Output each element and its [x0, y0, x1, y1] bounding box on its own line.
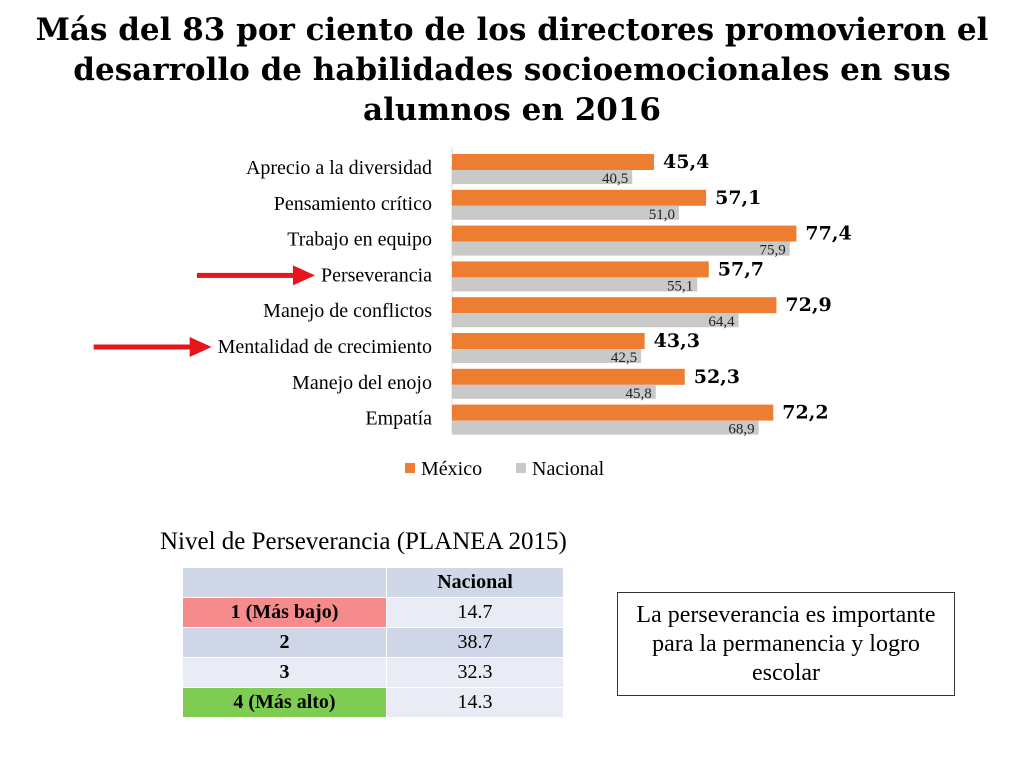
- data-label-mexico: 72,2: [782, 402, 828, 424]
- data-label-mexico: 72,9: [785, 294, 831, 316]
- category-label: Manejo del enojo: [292, 372, 432, 394]
- table-header-row: Nacional: [182, 567, 564, 598]
- data-label-mexico: 43,3: [654, 330, 700, 352]
- data-label-mexico: 52,3: [694, 366, 740, 388]
- category-label: Perseverancia: [321, 264, 432, 286]
- level-cell: 3: [182, 657, 387, 688]
- data-label-nacional: 40,5: [602, 171, 628, 187]
- data-label-nacional: 55,1: [667, 278, 693, 294]
- level-cell: 2: [182, 627, 387, 658]
- arrow-icon: [189, 337, 212, 357]
- data-label-nacional: 64,4: [708, 314, 735, 330]
- data-label-mexico: 45,4: [663, 151, 709, 173]
- data-label-mexico: 57,1: [715, 187, 761, 209]
- bar-mexico: [452, 154, 655, 170]
- data-label-mexico: 77,4: [805, 223, 851, 245]
- category-label: Empatía: [365, 408, 432, 430]
- perseverance-table: Nacional 1 (Más bajo) 14.7 2 38.7 3 32.3…: [182, 567, 564, 718]
- data-label-mexico: 57,7: [718, 258, 764, 280]
- bar-nacional: [452, 170, 633, 184]
- value-cell: 32.3: [386, 657, 564, 688]
- legend-label-mexico: México: [421, 458, 482, 480]
- level-cell: 4 (Más alto): [182, 687, 387, 718]
- bar-nacional: [452, 277, 698, 292]
- highlight-arrows-group: [93, 265, 315, 357]
- bars-group: 45,4 40,5 57,1 51,0 77,4 75,957,7 55,1 72,9 64,4…: [451, 148, 852, 438]
- table-header-nacional: Nacional: [386, 567, 564, 598]
- bar-mexico: [452, 225, 797, 242]
- arrow-shaft: [93, 344, 194, 350]
- category-labels-group: Aprecio a la diversidad Pensamiento críti…: [218, 157, 433, 430]
- legend-label-nacional: Nacional: [532, 458, 605, 480]
- bar-mexico: [452, 297, 777, 314]
- title-line-1: Más del 83 por ciento de los directores …: [35, 12, 989, 48]
- bar-nacional: [452, 349, 642, 363]
- bar-nacional: [452, 205, 679, 220]
- category-label: Aprecio a la diversidad: [246, 157, 432, 179]
- table-row: 2 38.7: [182, 627, 564, 658]
- data-label-nacional: 45,8: [626, 386, 652, 402]
- table-row: 1 (Más bajo) 14.7: [182, 597, 564, 628]
- title-line-2: desarrollo de habilidades socioemocional…: [73, 52, 951, 88]
- value-cell: 14.3: [386, 687, 564, 718]
- data-label-nacional: 51,0: [649, 207, 675, 223]
- category-label: Trabajo en equipo: [287, 229, 432, 251]
- bar-nacional: [452, 241, 790, 256]
- table-header-empty: [182, 567, 387, 598]
- chart-legend: México Nacional: [405, 458, 605, 480]
- value-cell: 38.7: [386, 627, 564, 658]
- category-label: Mentalidad de crecimiento: [218, 336, 432, 358]
- level-cell: 1 (Más bajo): [182, 597, 387, 628]
- arrow-shaft: [196, 272, 297, 278]
- bar-mexico: [452, 333, 645, 349]
- bar-mexico: [452, 261, 709, 278]
- title-line-3: alumnos en 2016: [363, 92, 661, 128]
- bar-mexico: [452, 404, 774, 421]
- table-caption: Nivel de Perseverancia (PLANEA 2015): [160, 528, 567, 555]
- bar-nacional: [452, 420, 759, 435]
- value-cell: 14.7: [386, 597, 564, 628]
- legend-swatch-mexico: [405, 463, 415, 473]
- skills-bar-chart: 45,4 40,5 57,1 51,0 77,4 75,957,7 55,1 72,9 64,4…: [93, 148, 852, 480]
- data-label-nacional: 75,9: [760, 243, 786, 259]
- bar-nacional: [452, 313, 739, 328]
- data-label-nacional: 68,9: [728, 422, 754, 438]
- bar-mexico: [452, 368, 685, 385]
- note-box: La perseverancia es importante para la p…: [617, 592, 955, 696]
- bar-nacional: [452, 384, 656, 399]
- category-label: Pensamiento crítico: [274, 193, 432, 215]
- legend-swatch-nacional: [516, 463, 526, 473]
- bar-mexico: [452, 189, 707, 206]
- table-row: 4 (Más alto) 14.3: [182, 687, 564, 718]
- table-row: 3 32.3: [182, 657, 564, 688]
- data-label-nacional: 42,5: [611, 350, 637, 366]
- slide-title: Más del 83 por ciento de los directores …: [0, 10, 1024, 130]
- arrow-icon: [292, 265, 315, 286]
- category-label: Manejo de conflictos: [263, 300, 432, 322]
